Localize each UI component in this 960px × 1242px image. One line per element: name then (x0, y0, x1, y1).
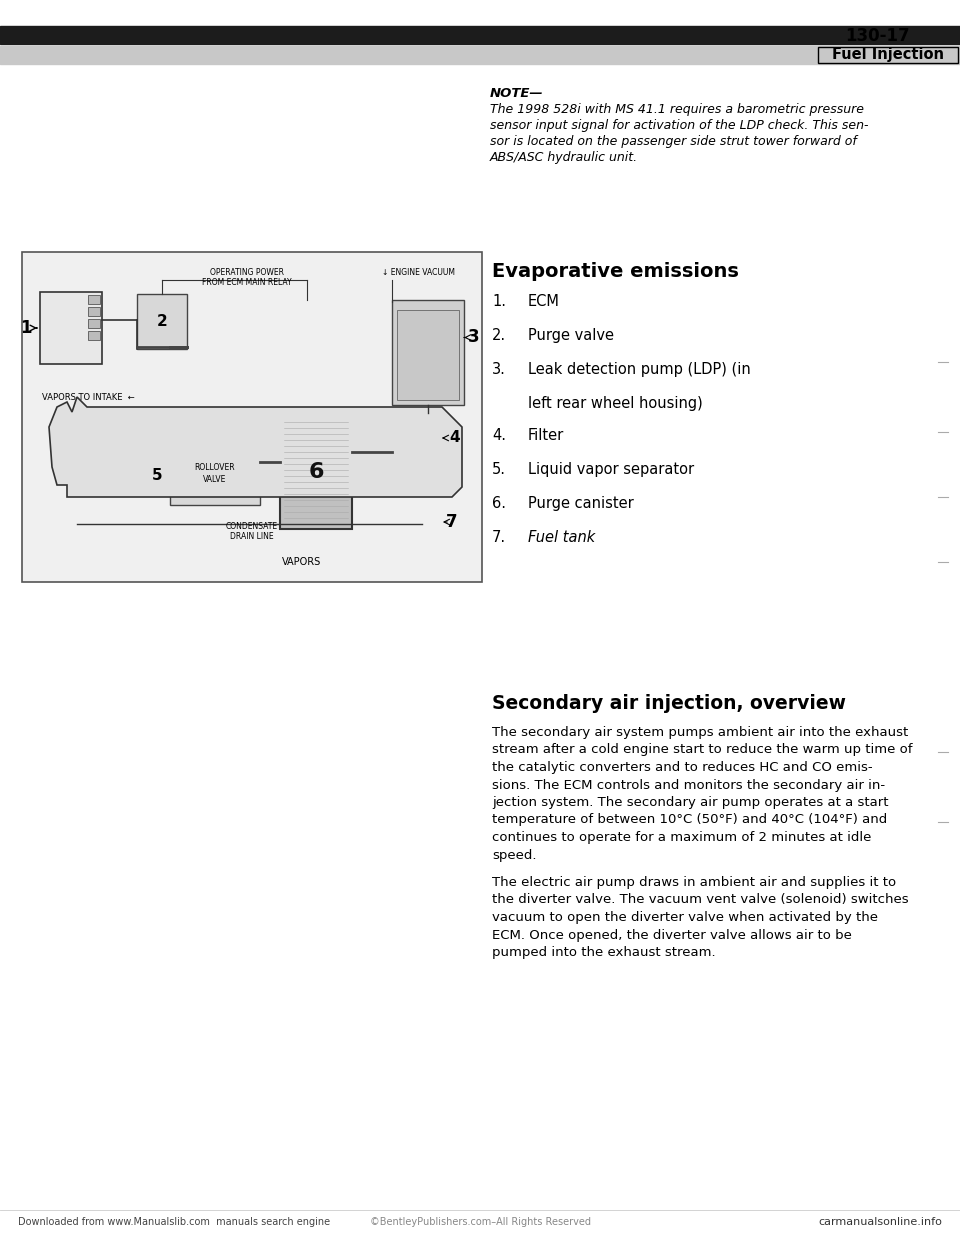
Text: sensor input signal for activation of the LDP check. This sen-: sensor input signal for activation of th… (490, 119, 869, 132)
Text: The 1998 528i with MS 41.1 requires a barometric pressure: The 1998 528i with MS 41.1 requires a ba… (490, 103, 864, 116)
Bar (88, 332, 100, 340)
Bar (0, 26, 960, 43)
Text: The electric air pump draws in ambient air and supplies it to: The electric air pump draws in ambient a… (492, 876, 896, 889)
Text: 4.: 4. (492, 428, 506, 443)
Text: ABS/ASC hydraulic unit.: ABS/ASC hydraulic unit. (490, 152, 638, 164)
Bar (417, 414, 439, 463)
Bar (88, 296, 100, 304)
Text: speed.: speed. (492, 848, 537, 862)
Text: Downloaded from www.Manualslib.com  manuals search engine: Downloaded from www.Manualslib.com manua… (18, 1217, 330, 1227)
Text: 4: 4 (449, 431, 460, 446)
Text: the catalytic converters and to reduces HC and CO emis-: the catalytic converters and to reduces … (492, 761, 873, 774)
Text: VALVE: VALVE (204, 476, 227, 484)
Text: ↓ ENGINE VACUUM: ↓ ENGINE VACUUM (382, 268, 455, 277)
Text: 5.: 5. (492, 462, 506, 477)
PathPatch shape (49, 397, 462, 497)
Text: Liquid vapor separator: Liquid vapor separator (528, 462, 694, 477)
Text: temperature of between 10°C (50°F) and 40°C (104°F) and: temperature of between 10°C (50°F) and 4… (492, 814, 887, 826)
Text: Purge canister: Purge canister (528, 497, 634, 512)
Text: ECM: ECM (528, 294, 560, 309)
Bar (397, 310, 459, 400)
Text: VAPORS: VAPORS (282, 556, 322, 568)
Text: 5: 5 (152, 468, 162, 483)
Bar (170, 447, 260, 505)
Bar (88, 307, 100, 315)
Text: DRAIN LINE: DRAIN LINE (230, 532, 274, 542)
Text: pumped into the exhaust stream.: pumped into the exhaust stream. (492, 946, 715, 959)
Text: Fuel tank: Fuel tank (528, 530, 595, 545)
Text: the diverter valve. The vacuum vent valve (solenoid) switches: the diverter valve. The vacuum vent valv… (492, 893, 908, 907)
Text: OPERATING POWER
FROM ECM MAIN RELAY: OPERATING POWER FROM ECM MAIN RELAY (203, 268, 292, 287)
Text: 2: 2 (156, 314, 167, 329)
Text: 2.: 2. (492, 328, 506, 343)
Text: stream after a cold engine start to reduce the warm up time of: stream after a cold engine start to redu… (492, 744, 913, 756)
Text: vacuum to open the diverter valve when activated by the: vacuum to open the diverter valve when a… (492, 910, 878, 924)
Text: 7.: 7. (492, 530, 506, 545)
Text: 3: 3 (468, 328, 480, 347)
Text: Leak detection pump (LDP) (in: Leak detection pump (LDP) (in (528, 361, 751, 378)
Bar (22, 252, 482, 582)
Bar (40, 292, 102, 364)
Bar (137, 294, 187, 349)
Text: ©BentleyPublishers.com–All Rights Reserved: ©BentleyPublishers.com–All Rights Reserv… (370, 1217, 590, 1227)
Text: Purge valve: Purge valve (528, 328, 614, 343)
Text: CONDENSATE: CONDENSATE (226, 522, 278, 532)
Text: Secondary air injection, overview: Secondary air injection, overview (492, 694, 846, 713)
Text: continues to operate for a maximum of 2 minutes at idle: continues to operate for a maximum of 2 … (492, 831, 872, 845)
Text: sor is located on the passenger side strut tower forward of: sor is located on the passenger side str… (490, 135, 856, 148)
Text: ECM. Once opened, the diverter valve allows air to be: ECM. Once opened, the diverter valve all… (492, 929, 852, 941)
Bar (88, 319, 100, 328)
Text: 3.: 3. (492, 361, 506, 378)
Text: 1.: 1. (492, 294, 506, 309)
Bar (280, 414, 352, 529)
Bar (818, 47, 958, 63)
Text: Evaporative emissions: Evaporative emissions (492, 262, 739, 281)
Text: Fuel Injection: Fuel Injection (832, 47, 944, 62)
Text: 130-17: 130-17 (846, 27, 910, 45)
Text: 6: 6 (308, 462, 324, 482)
Text: NOTE—: NOTE— (490, 87, 543, 101)
Text: left rear wheel housing): left rear wheel housing) (528, 396, 703, 411)
Text: sions. The ECM controls and monitors the secondary air in-: sions. The ECM controls and monitors the… (492, 779, 885, 791)
Text: jection system. The secondary air pump operates at a start: jection system. The secondary air pump o… (492, 796, 889, 809)
Text: The secondary air system pumps ambient air into the exhaust: The secondary air system pumps ambient a… (492, 727, 908, 739)
Circle shape (185, 471, 195, 481)
Bar (392, 301, 464, 405)
Text: ROLLOVER: ROLLOVER (195, 463, 235, 472)
Text: 1: 1 (20, 319, 32, 337)
Text: VAPORS TO INTAKE  ←: VAPORS TO INTAKE ← (42, 392, 134, 401)
Bar (0, 46, 960, 65)
Text: 6.: 6. (492, 497, 506, 512)
Text: carmanualsonline.info: carmanualsonline.info (818, 1217, 942, 1227)
Text: 7: 7 (446, 513, 458, 532)
Text: Filter: Filter (528, 428, 564, 443)
